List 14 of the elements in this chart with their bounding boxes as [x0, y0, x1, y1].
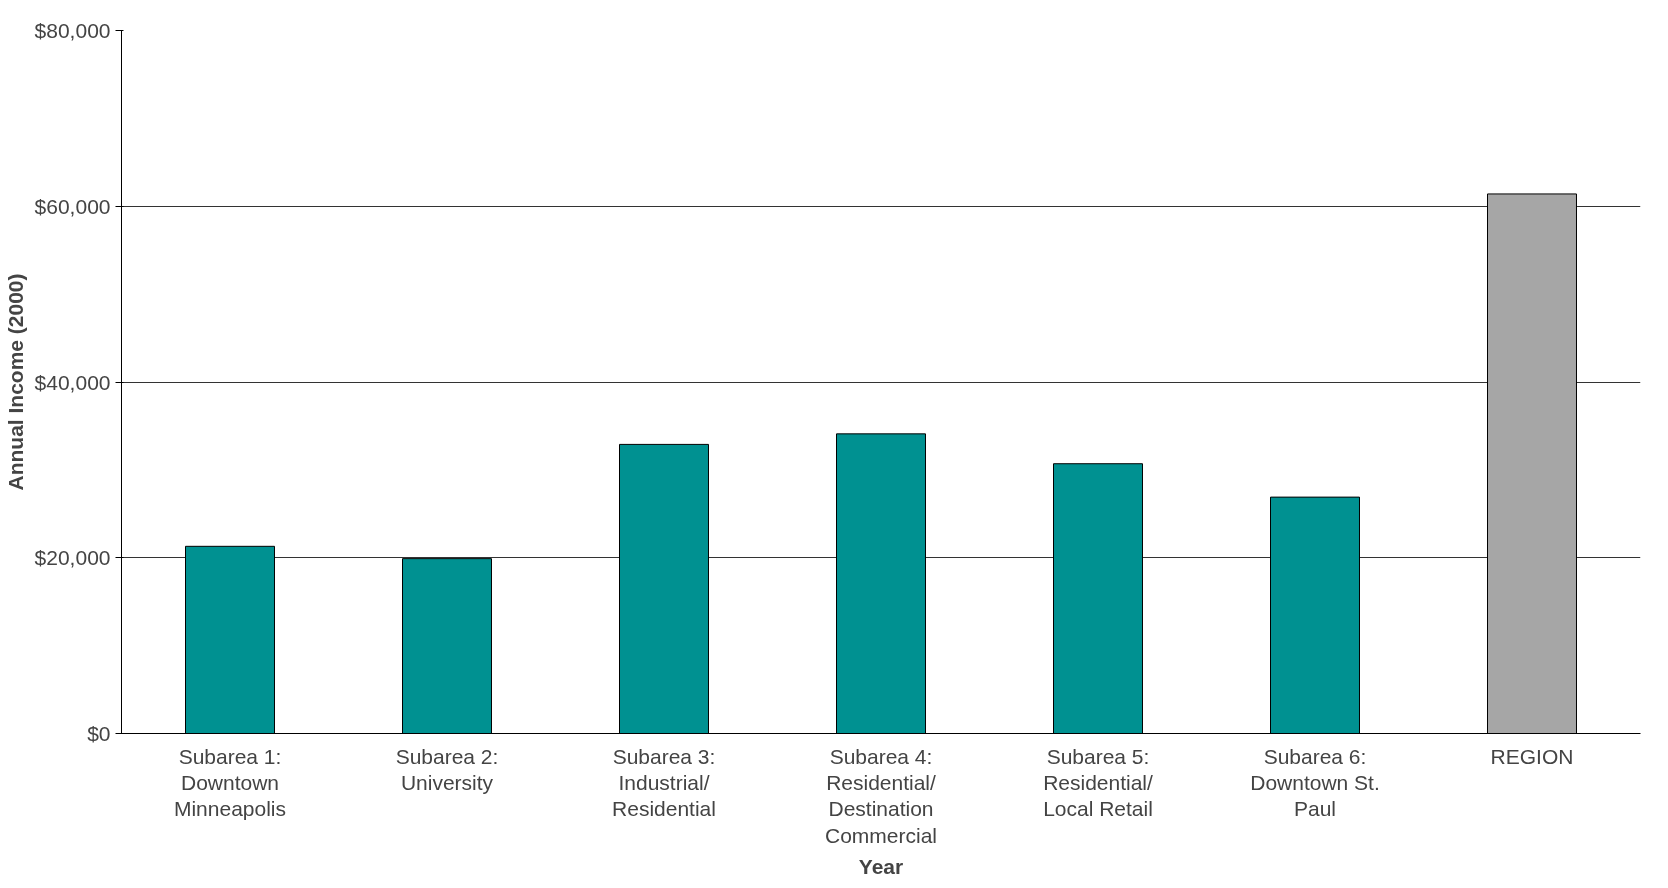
x-tick-label: Subarea 2: University — [395, 744, 499, 794]
y-tick-label: $40,000 — [34, 370, 111, 394]
x-tick-label: Subarea 3: Industrial/ Residential — [612, 744, 716, 821]
x-tick-label: Subarea 6: Downtown St. Paul — [1250, 744, 1380, 821]
y-tick-label: $80,000 — [34, 19, 111, 42]
x-tick-label: Subarea 4: Residential/ Destination Commercial — [824, 744, 938, 847]
y-tick-label: $60,000 — [34, 194, 111, 218]
x-tick-label: REGION — [1490, 744, 1574, 768]
y-tick-label: $0 — [87, 722, 111, 745]
x-tick-label: Subarea 1: Downtown Minneapolis — [173, 744, 287, 821]
y-tick-label: $20,000 — [34, 546, 111, 570]
x-axis-title: Year — [858, 854, 904, 878]
x-tick-label: Subarea 5: Residential/ Local Retail — [1043, 744, 1154, 821]
y-axis-title: Annual Income (2000) — [3, 273, 27, 491]
